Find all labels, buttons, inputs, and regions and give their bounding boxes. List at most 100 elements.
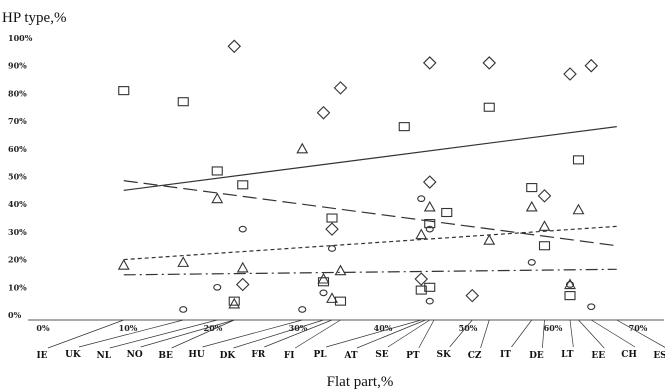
circle-marker	[298, 306, 307, 313]
circle-marker	[527, 259, 536, 266]
country-label: DE	[529, 351, 544, 361]
triangle-marker	[572, 203, 585, 215]
country-label: AT	[343, 351, 357, 361]
square-marker	[398, 122, 410, 132]
y-tick-label: 0%	[8, 310, 22, 320]
square-marker	[415, 285, 427, 295]
diamond-marker	[235, 277, 250, 292]
triangle-marker	[423, 200, 436, 212]
country-leader-line	[511, 319, 533, 348]
square-marker	[564, 291, 576, 301]
y-tick-label: 60%	[8, 144, 27, 154]
y-tick-labels: 0% 10% 20% 30% 40% 50% 60% 70% 80% 90% 100%	[8, 33, 33, 320]
square-marker	[424, 282, 436, 292]
y-tick-label: 10%	[8, 282, 27, 292]
country-label: DK	[220, 351, 237, 361]
circle-marker	[425, 297, 434, 305]
country-label: IT	[500, 350, 511, 360]
square-marker	[526, 183, 538, 193]
country-label: UK	[65, 350, 82, 360]
trendline-short-dash	[123, 225, 617, 261]
country-leader-line	[578, 319, 605, 349]
square-marker	[237, 180, 249, 190]
square-marker	[424, 219, 436, 229]
x-tick-label: 0%	[36, 323, 50, 333]
x-axis-title: Flat part,%	[327, 374, 394, 390]
country-label: SK	[437, 350, 452, 360]
triangle-marker	[177, 256, 190, 267]
diamond-marker	[325, 222, 339, 236]
country-label: HU	[188, 350, 205, 360]
triangle-marker	[538, 220, 551, 231]
diamond-marker	[414, 272, 429, 286]
country-labels: IE UK NL NO BE HU DK FR FI PL AT SE PT SK CZ IT DE LT EE CH…	[36, 319, 665, 361]
country-leader-line	[295, 319, 341, 349]
circle-marker	[587, 303, 596, 311]
square-marker	[118, 86, 130, 96]
triangle-marker	[228, 297, 241, 309]
triangle-marker	[564, 278, 576, 290]
y-tick-label: 40%	[8, 199, 27, 209]
country-label: FR	[251, 350, 265, 360]
country-label: FI	[284, 351, 295, 361]
diamond-marker	[422, 175, 437, 189]
square-marker	[177, 97, 189, 107]
country-label: ES	[653, 351, 665, 361]
circle-marker	[179, 306, 188, 313]
y-tick-label: 80%	[8, 88, 27, 98]
triangle-marker	[326, 292, 338, 303]
triangle-marker	[211, 192, 224, 204]
diamond-marker	[563, 67, 577, 81]
country-leader-line	[542, 319, 545, 349]
diamond-marker	[333, 81, 348, 95]
triangle-marker	[483, 234, 496, 245]
triangle-marker	[296, 142, 309, 154]
trendline-dash-dot	[123, 268, 617, 276]
y-tick-label: 100%	[8, 33, 33, 43]
x-tick-labels: 0% 10% 20% 30% 40% 50% 60% 70%	[36, 323, 647, 333]
x-tick-label: 50%	[459, 323, 478, 333]
diamond-marker	[482, 56, 497, 70]
x-tick-label: 70%	[629, 323, 648, 333]
diamond-marker	[537, 189, 552, 203]
square-marker	[334, 296, 347, 306]
country-label: SE	[375, 350, 388, 360]
square-marker	[326, 213, 338, 223]
trendline-long-dash	[123, 180, 617, 247]
circle-marker	[425, 225, 434, 233]
country-leader-line	[591, 319, 636, 348]
square-marker	[211, 166, 223, 176]
x-tick-label: 60%	[544, 323, 563, 333]
square-marker	[483, 102, 495, 112]
country-leader-line	[140, 319, 235, 348]
country-leader-line	[418, 319, 435, 349]
circle-marker	[319, 289, 328, 297]
triangle-marker	[415, 228, 428, 240]
square-marker	[572, 155, 585, 165]
country-label: PT	[406, 351, 420, 361]
trendline-solid	[123, 126, 617, 191]
square-marker	[317, 277, 330, 287]
country-leader-line	[616, 319, 665, 348]
country-leader-line	[171, 319, 235, 349]
country-label: CZ	[468, 351, 482, 361]
country-label: BE	[158, 351, 173, 361]
y-tick-label: 20%	[8, 255, 27, 265]
country-leader-line	[47, 319, 124, 349]
circle-marker	[213, 283, 222, 291]
country-leader-line	[78, 319, 184, 348]
country-leader-line	[202, 319, 303, 348]
y-axis-title: HP type,%	[2, 10, 66, 26]
triangle-marker	[525, 200, 538, 212]
circle-marker	[565, 281, 575, 288]
y-tick-label: 50%	[8, 172, 27, 182]
y-tick-label: 30%	[8, 227, 27, 237]
country-label: CH	[621, 350, 637, 360]
country-leader-line	[480, 319, 490, 349]
x-tick-label: 20%	[204, 323, 223, 333]
country-label: NO	[127, 350, 143, 360]
diamond-marker	[584, 58, 599, 73]
country-leader-line	[387, 319, 430, 348]
diamond-marker	[316, 106, 331, 120]
